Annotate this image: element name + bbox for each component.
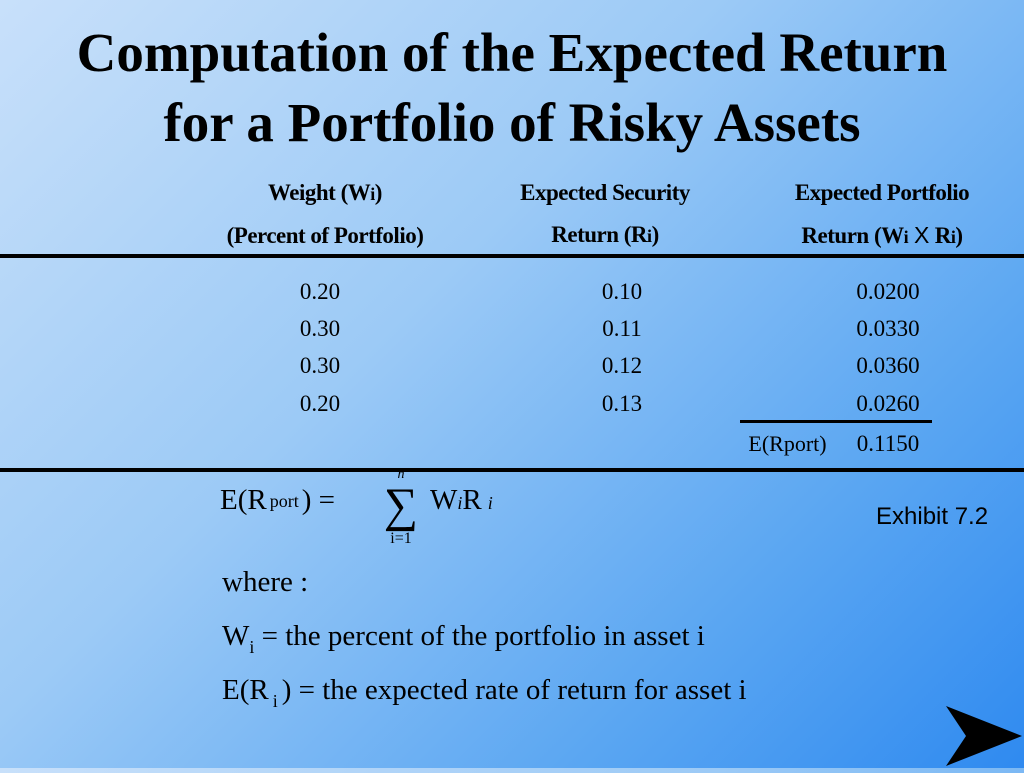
total-label: E(Rport) <box>748 431 827 456</box>
portfolio-return-cell: 0.0200 <box>856 279 920 304</box>
exhibit-label: Exhibit 7.2 <box>876 503 989 530</box>
summation: n ∑ i=1 <box>383 467 419 548</box>
header-divider <box>0 254 1024 258</box>
definition-return: E(R i) = the expected rate of return for … <box>222 674 747 711</box>
slide-title: Computation of the Expected Return for a… <box>0 18 1024 158</box>
portfolio-return-cell: 0.0330 <box>856 316 920 341</box>
portfolio-return-cell: 0.0360 <box>856 353 920 378</box>
formula-rhs: WiR i <box>430 484 493 516</box>
portfolio-return-cell: 0.0260 <box>856 391 920 416</box>
weight-cell: 0.30 <box>299 316 341 341</box>
header-security-return: Expected Security Return (Ri) <box>520 180 690 247</box>
weight-cell: 0.20 <box>299 391 341 416</box>
weight-cell: 0.30 <box>299 353 341 378</box>
security-return-cell: 0.11 <box>602 316 642 341</box>
definition-weight: Wi = the percent of the portfolio in ass… <box>222 620 705 657</box>
weight-cell: 0.20 <box>299 279 341 304</box>
header-portfolio-return: Expected Portfolio Return (Wi X Ri) <box>794 180 970 248</box>
security-return-cell: 0.13 <box>601 391 643 416</box>
where-label: where : <box>222 566 309 598</box>
next-arrow-icon[interactable] <box>944 704 1024 768</box>
sum-underline <box>740 420 932 423</box>
title-line-1: Computation of the Expected Return <box>76 22 948 83</box>
total-value: 0.1150 <box>856 431 920 456</box>
security-return-cell: 0.12 <box>601 353 643 378</box>
title-line-2: for a Portfolio of Risky Assets <box>163 92 861 153</box>
table-bottom-divider <box>0 468 1024 472</box>
security-return-cell: 0.10 <box>601 279 643 304</box>
portfolio-return-formula: E(R port) = <box>220 484 335 516</box>
header-weight: Weight (Wi) (Percent of Portfolio) <box>226 180 424 248</box>
